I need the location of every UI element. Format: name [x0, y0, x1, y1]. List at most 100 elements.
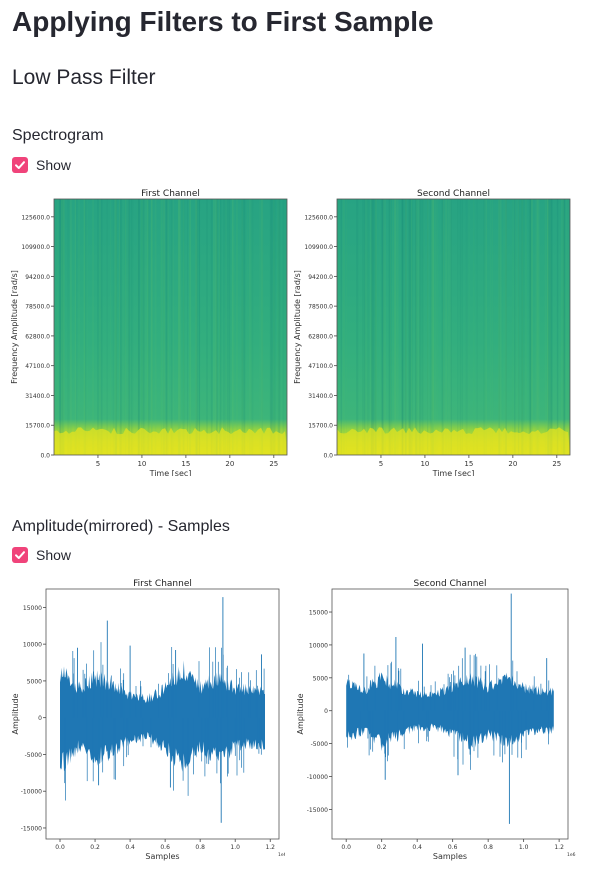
spectrogram-streak	[560, 199, 562, 455]
spectrogram-streak	[401, 199, 404, 455]
spectrogram-streak	[367, 199, 369, 455]
y-tick-label: 94200.0	[25, 274, 50, 281]
y-tick-label: 78500.0	[308, 304, 333, 311]
y-tick-label: 125600.0	[304, 214, 333, 221]
y-tick-label: 94200.0	[308, 274, 333, 281]
spectrogram-first-channel-svg: First Channel 0.0 15700.0 31400.0 47100.0 628…	[10, 189, 288, 478]
spectrogram-streak	[411, 199, 413, 455]
spectrogram-streak	[274, 199, 275, 455]
spectrogram-streak	[147, 199, 149, 455]
check-icon[interactable]	[12, 547, 28, 563]
spectrogram-streak	[76, 199, 78, 455]
spectrogram-streak	[163, 199, 166, 455]
spectrogram-streak	[391, 199, 393, 455]
spectrogram-streak	[70, 199, 71, 455]
spectrogram-streak	[524, 199, 527, 455]
x-tick-label: 0.4	[125, 844, 135, 851]
spectrogram-streak	[232, 199, 234, 455]
y-axis-label: Frequency Amplitude [rad/s]	[10, 270, 19, 384]
spectrogram-streak	[356, 199, 359, 455]
amplitude-second-channel-svg: Second Channel -15000 -10000 -5000 0 5000 1000…	[296, 579, 576, 861]
spectrogram-streak	[522, 199, 525, 455]
spectrogram-streak	[402, 199, 403, 455]
y-tick-label: 15700.0	[25, 423, 50, 430]
spectrogram-streak	[405, 199, 407, 455]
y-tick-label: 47100.0	[25, 363, 50, 370]
spectrogram-streak	[224, 199, 226, 455]
y-tick-label: 15000	[309, 610, 328, 617]
spectrogram-streak	[528, 199, 531, 455]
spectrogram-streak	[385, 199, 386, 455]
y-tick-label: -15000	[307, 807, 328, 814]
page-title: Applying Filters to First Sample	[12, 6, 434, 37]
spectrogram-streak	[473, 199, 475, 455]
spectrogram-streak	[251, 199, 254, 455]
spectrogram-streak	[241, 199, 244, 455]
spectrogram-streak	[521, 199, 523, 455]
spectrogram-streak	[392, 199, 393, 455]
spectrogram-streak	[130, 199, 132, 455]
spectrogram-streak	[236, 199, 238, 455]
spectrogram-streak	[430, 199, 433, 455]
spectrogram-streak	[408, 199, 411, 455]
spectrogram-streak	[116, 199, 118, 455]
spectrogram-streak	[216, 199, 218, 455]
check-icon[interactable]	[12, 157, 28, 173]
spectrogram-streak	[187, 199, 188, 455]
spectrogram-streak	[145, 199, 148, 455]
spectrogram-streak	[97, 199, 100, 455]
spectrogram-streak	[122, 199, 125, 455]
spectrogram-streak	[59, 199, 62, 455]
y-tick-label: 62800.0	[25, 333, 50, 340]
spectrogram-streak	[498, 199, 500, 455]
spectrogram-streak	[86, 199, 88, 455]
spectrogram-streak	[503, 199, 505, 455]
spectrogram-streak	[423, 199, 425, 455]
spectrogram-streak	[110, 199, 112, 455]
spectrogram-streak	[165, 199, 168, 455]
spectrogram-streak	[483, 199, 484, 455]
y-axis-label: Amplitude	[11, 693, 20, 734]
y-tick-label: 15000	[23, 605, 42, 612]
spectrogram-streak	[250, 199, 253, 455]
spectrogram-streak	[115, 199, 117, 455]
spectrogram-streak	[537, 199, 539, 455]
spectrogram-streak	[215, 199, 218, 455]
spectrogram-streak	[459, 199, 462, 455]
spectrogram-image	[337, 199, 570, 455]
spectrogram-streak	[520, 199, 523, 455]
spectrogram-streak	[100, 199, 103, 455]
spectrogram-streak	[119, 199, 120, 455]
spectrogram-streak	[241, 199, 244, 455]
spectrogram-streak	[490, 199, 491, 455]
spectrogram-streak	[85, 199, 87, 455]
amplitude-first-channel-svg: First Channel -15000 -10000 -5000 0 5000 10000…	[11, 579, 287, 861]
spectrogram-streak	[518, 199, 520, 455]
spectrogram-streak	[195, 199, 198, 455]
spectrogram-streak	[137, 199, 140, 455]
y-tick-label: 10000	[309, 642, 328, 649]
x-tick-label: 20	[508, 460, 517, 468]
spectrogram-streak	[388, 199, 391, 455]
spectrogram-streak	[141, 199, 144, 455]
spectrogram-streak	[112, 199, 115, 455]
spectrogram-streak	[567, 199, 569, 455]
y-tick-label: 5000	[27, 678, 42, 685]
spectrogram-streak	[62, 199, 65, 455]
spectrogram-streak	[182, 199, 185, 455]
x-tick-label: 25	[269, 460, 278, 468]
spectrogram-streak	[277, 199, 280, 455]
spectrogram-streak	[150, 199, 153, 455]
x-tick-label: 0.8	[195, 844, 205, 851]
spectrogram-streak	[447, 199, 449, 455]
spectrogram-streak	[535, 199, 538, 455]
plot-frame	[53, 198, 288, 456]
x-tick-label: 0.4	[412, 844, 422, 851]
spectrogram-streak	[247, 199, 248, 455]
spectrogram-streak	[124, 199, 127, 455]
amplitude-second-channel: Second Channel -15000 -10000 -5000 0 5000 1000…	[293, 575, 578, 870]
amplitude-show-checkbox[interactable]: Show	[12, 547, 71, 563]
spectrogram-streak	[556, 199, 558, 455]
spectrogram-show-checkbox[interactable]: Show	[12, 157, 71, 173]
spectrogram-streak	[415, 199, 418, 455]
